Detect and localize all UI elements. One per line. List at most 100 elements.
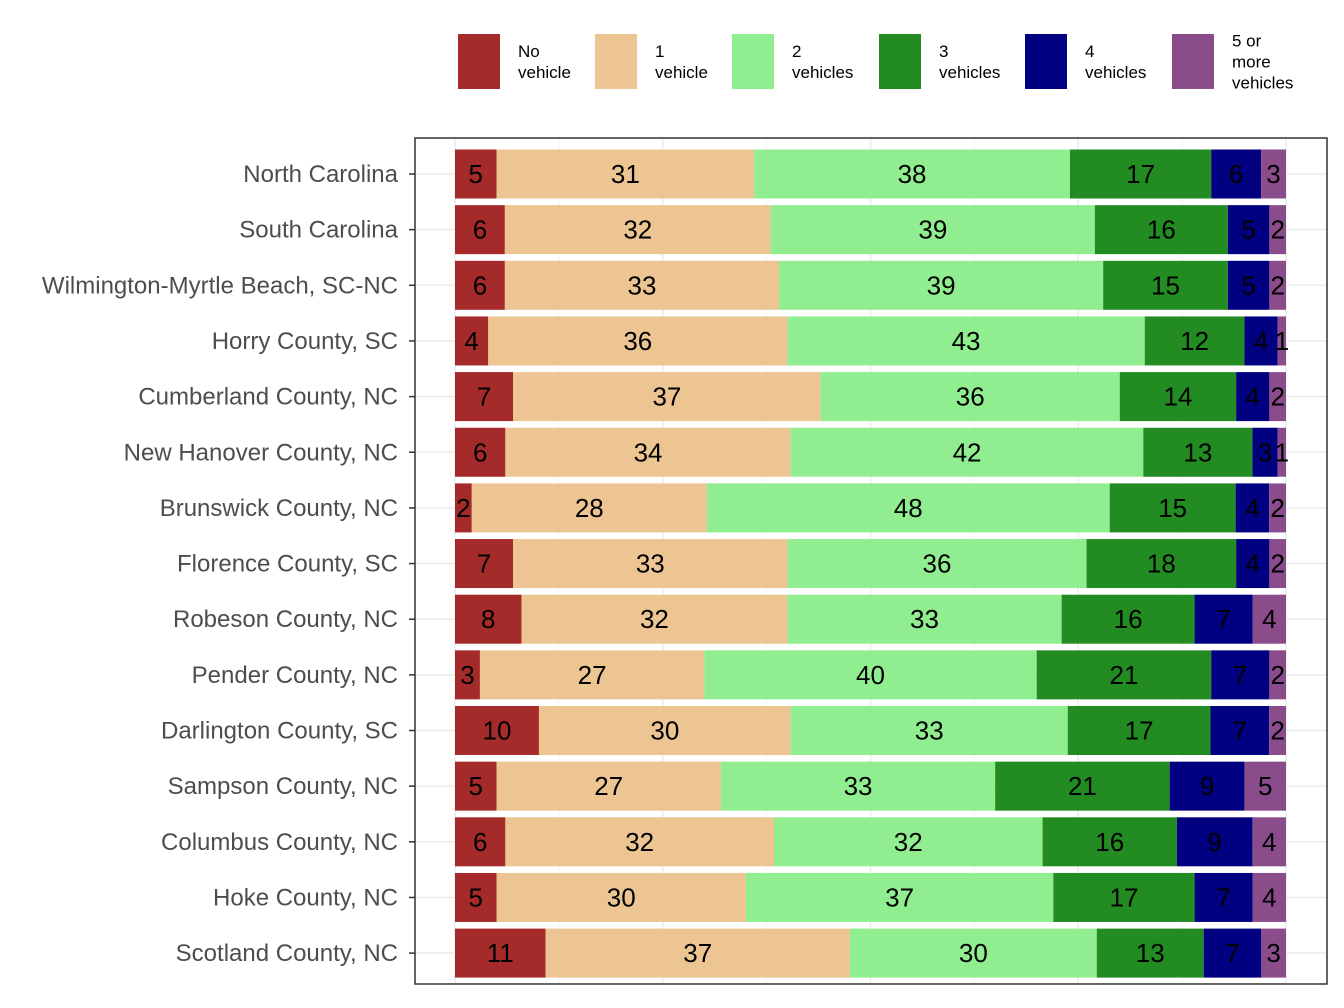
value-label: 6 — [473, 215, 487, 245]
value-label: 11 — [487, 938, 514, 968]
bars — [455, 149, 1286, 978]
legend-key — [595, 34, 637, 89]
bar-segment-4-vehicles — [1169, 761, 1245, 811]
bar-segment-1-vehicle — [479, 650, 705, 700]
value-label: 6 — [473, 437, 487, 467]
value-label: 2 — [1270, 549, 1284, 579]
bar-segment-no-vehicle — [455, 372, 514, 422]
bar-segment-no-vehicle — [455, 149, 497, 199]
bar-segment-2-vehicles — [706, 483, 1110, 533]
value-label: 32 — [623, 215, 652, 245]
value-label: 4 — [1245, 493, 1259, 523]
value-label: 7 — [477, 382, 491, 412]
value-label: 48 — [894, 493, 923, 523]
category-label: North Carolina — [243, 161, 398, 188]
bar-segment-1-vehicle — [538, 706, 791, 755]
value-label: 33 — [910, 604, 939, 634]
bar-segment-3-vehicles — [1061, 594, 1195, 644]
bar-segment-5-or-more-vehicles — [1269, 650, 1286, 700]
bar-segment-1-vehicle — [505, 817, 774, 867]
legend: No vehicle 1 vehicle 2 vehicles 3 vehicles 4 vehi… — [458, 32, 1293, 93]
value-label: 10 — [483, 716, 512, 746]
legend-item-5-or-more-vehicles: 5 or more vehicles — [1172, 32, 1293, 93]
legend-item-3-vehicles: 3 vehicles — [879, 34, 1000, 89]
bar-segment-2-vehicles — [745, 872, 1054, 922]
bar-segment-3-vehicles — [1103, 260, 1228, 310]
bar-segment-2-vehicles — [720, 761, 996, 811]
bar-segment-4-vehicles — [1235, 483, 1270, 533]
plot-area: 5 31 38 17 6 36 32 39 16 5 26 33 39 15 5 24 36 43 12 4 17 37 3… — [414, 137, 1328, 985]
value-label: 16 — [1095, 827, 1124, 857]
bar-segment-3-vehicles — [1143, 427, 1253, 477]
bar-segment-1-vehicle — [513, 372, 821, 422]
value-label: 6 — [473, 827, 487, 857]
bar-segment-no-vehicle — [455, 205, 505, 255]
value-label: 37 — [652, 382, 681, 412]
bar-segment-no-vehicle — [455, 650, 480, 700]
category-label: Robeson County, NC — [173, 606, 398, 633]
bar-segment-4-vehicles — [1244, 316, 1278, 366]
value-label: 7 — [1233, 716, 1247, 746]
bar-segment-3-vehicles — [1042, 817, 1177, 867]
value-label: 3 — [1258, 437, 1272, 467]
bar-segment-no-vehicle — [455, 427, 506, 477]
bar-segment-5-or-more-vehicles — [1277, 427, 1286, 477]
category-label: New Hanover County, NC — [124, 439, 398, 466]
value-label: 17 — [1109, 882, 1138, 912]
value-label: 3 — [1266, 159, 1280, 189]
value-label: 5 — [1241, 215, 1255, 245]
bar-segment-1-vehicle — [488, 316, 788, 366]
category-label: South Carolina — [239, 217, 398, 244]
bar-segment-no-vehicle — [455, 260, 505, 310]
category-label: Pender County, NC — [192, 662, 398, 689]
value-labels: 5 31 38 17 6 36 32 39 16 5 26 33 39 15 5 24 36 43 12 4 17 37 3… — [456, 159, 1289, 968]
legend-label: 5 or more vehicles — [1232, 32, 1293, 93]
legend-item-1-vehicle: 1 vehicle — [595, 34, 708, 89]
value-label: 4 — [1254, 326, 1268, 356]
value-label: 38 — [898, 159, 927, 189]
bar-segment-no-vehicle — [455, 706, 539, 755]
value-label: 7 — [1216, 604, 1230, 634]
value-label: 5 — [469, 771, 483, 801]
bar-segment-1-vehicle — [471, 483, 707, 533]
bar-segment-4-vehicles — [1194, 594, 1253, 644]
value-label: 37 — [885, 882, 914, 912]
bar-segment-2-vehicles — [787, 539, 1087, 589]
value-label: 36 — [956, 382, 985, 412]
legend-label: No vehicle — [518, 42, 571, 82]
bar-segment-no-vehicle — [455, 761, 497, 811]
bar-segment-5-or-more-vehicles — [1252, 594, 1286, 644]
legend-item-2-vehicles: 2 vehicles — [732, 34, 853, 89]
value-label: 2 — [1270, 382, 1284, 412]
value-label: 32 — [640, 604, 669, 634]
value-label: 37 — [683, 938, 712, 968]
bar-segment-5-or-more-vehicles — [1269, 539, 1286, 589]
category-label: Columbus County, NC — [161, 829, 398, 856]
bar-segment-5-or-more-vehicles — [1252, 872, 1286, 922]
bar-segment-5-or-more-vehicles — [1261, 149, 1286, 199]
bar-segment-4-vehicles — [1227, 205, 1270, 255]
value-label: 17 — [1126, 159, 1155, 189]
value-label: 4 — [1262, 882, 1276, 912]
value-label: 4 — [1262, 604, 1276, 634]
bar-segment-3-vehicles — [1119, 372, 1237, 422]
value-label: 7 — [477, 549, 491, 579]
bar-segment-4-vehicles — [1236, 372, 1270, 422]
category-label: Sampson County, NC — [168, 773, 398, 800]
bar-segment-no-vehicle — [455, 316, 489, 366]
legend-key — [1172, 34, 1214, 89]
value-label: 21 — [1068, 771, 1097, 801]
value-label: 31 — [611, 159, 640, 189]
value-label: 9 — [1207, 827, 1221, 857]
value-label: 5 — [469, 159, 483, 189]
value-label: 30 — [607, 882, 636, 912]
bar-segment-3-vehicles — [1094, 205, 1228, 255]
bar-segment-4-vehicles — [1203, 928, 1262, 978]
bar-segment-2-vehicles — [790, 427, 1144, 477]
bar-segment-2-vehicles — [820, 372, 1120, 422]
value-label: 7 — [1225, 938, 1239, 968]
value-label: 2 — [1270, 660, 1284, 690]
value-label: 36 — [623, 326, 652, 356]
value-label: 27 — [594, 771, 623, 801]
category-label: Florence County, SC — [177, 551, 398, 578]
